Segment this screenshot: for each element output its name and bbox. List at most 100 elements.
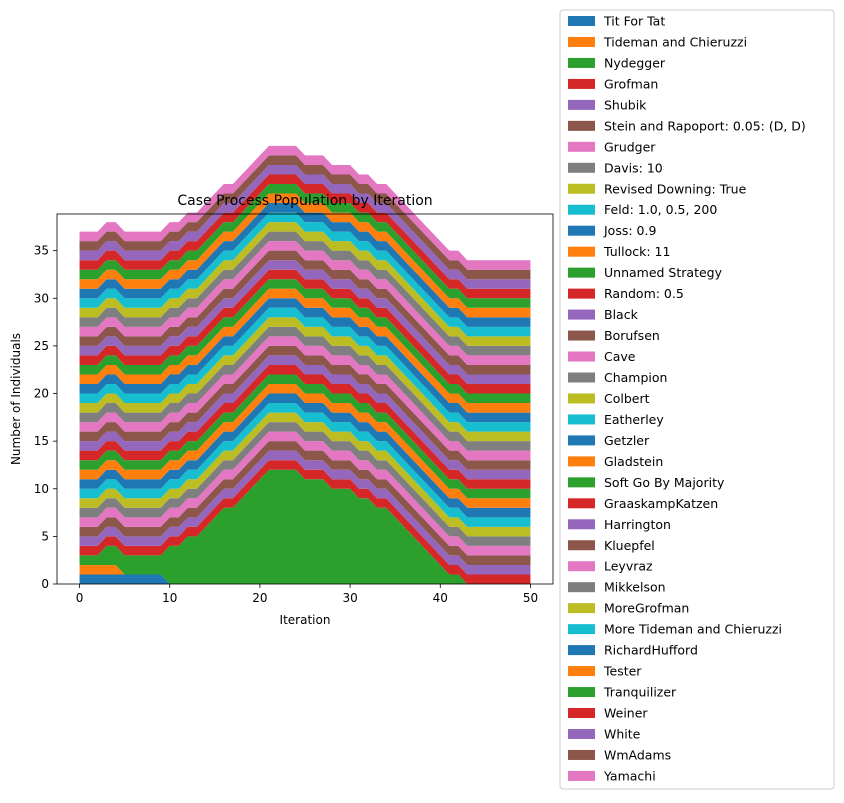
x-axis: 0 10 20 30 40 50: [76, 584, 538, 605]
area-tit-for-tat: [79, 574, 531, 584]
legend-label: Tester: [603, 664, 642, 679]
legend-swatch: [568, 456, 595, 467]
legend-label: White: [604, 726, 641, 741]
legend-label: Gladstein: [604, 454, 663, 469]
legend-label: Revised Downing: True: [604, 181, 747, 196]
legend: Tit For Tat Tideman and Chieruzzi Nydegger…: [559, 9, 835, 790]
legend-label: MoreGrofman: [604, 601, 689, 616]
legend-swatch: [568, 519, 595, 530]
legend-label: Eatherley: [604, 412, 664, 427]
chart-title: Case Process Population by Iteration: [177, 193, 432, 209]
y-axis: 0 5 10 15 20 25 30 35: [34, 244, 57, 591]
legend-label: Soft Go By Majority: [604, 475, 725, 490]
legend-swatch: [568, 561, 595, 572]
legend-label: Tranquilizer: [603, 685, 677, 700]
legend-swatch: [568, 687, 595, 698]
legend-label: Cave: [604, 349, 636, 364]
y-tick-label: 20: [34, 387, 49, 401]
legend-label: Harrington: [604, 517, 671, 532]
legend-swatch: [568, 141, 595, 152]
legend-label: Random: 0.5: [604, 286, 684, 301]
x-tick-label: 30: [342, 591, 357, 605]
legend-label: Borufsen: [604, 328, 660, 343]
legend-swatch: [568, 351, 595, 362]
legend-label: Feld: 1.0, 0.5, 200: [604, 202, 717, 217]
y-tick-label: 30: [34, 291, 49, 305]
legend-swatch: [568, 540, 595, 551]
legend-swatch: [568, 57, 595, 68]
y-tick-label: 5: [41, 529, 49, 543]
legend-label: Joss: 0.9: [603, 223, 656, 238]
legend-swatch: [568, 728, 595, 739]
legend-swatch: [568, 708, 595, 719]
legend-swatch: [568, 624, 595, 635]
legend-label: Davis: 10: [604, 160, 663, 175]
legend-label: Tideman and Chieruzzi: [603, 34, 747, 49]
legend-swatch: [568, 330, 595, 341]
legend-label: Champion: [604, 370, 667, 385]
legend-label: RichardHufford: [604, 643, 698, 658]
legend-swatch: [568, 99, 595, 110]
legend-swatch: [568, 393, 595, 404]
plot-frame: [56, 213, 554, 585]
area-nydegger: [79, 469, 531, 584]
legend-label: Tit For Tat: [603, 14, 665, 29]
legend-swatch: [568, 267, 595, 278]
legend-swatch: [568, 288, 595, 299]
legend-swatch: [568, 16, 595, 26]
legend-frame: [559, 9, 835, 790]
legend-label: WmAdams: [604, 747, 671, 762]
legend-swatch: [568, 36, 595, 47]
x-tick-label: 40: [433, 591, 448, 605]
x-tick-label: 20: [252, 591, 267, 605]
legend-label: Colbert: [604, 391, 650, 406]
legend-label: Nydegger: [604, 55, 666, 70]
legend-label: Shubik: [604, 97, 647, 112]
legend-swatch: [568, 770, 595, 781]
legend-swatch: [568, 645, 595, 656]
x-tick-label: 0: [76, 591, 84, 605]
legend-swatch: [568, 582, 595, 593]
x-tick-label: 10: [162, 591, 177, 605]
y-tick-label: 0: [41, 577, 49, 591]
legend-swatch: [568, 603, 595, 614]
y-tick-label: 10: [34, 482, 49, 496]
legend-swatch: [568, 183, 595, 194]
legend-swatch: [568, 414, 595, 425]
legend-label: Weiner: [604, 706, 648, 721]
legend-label: Kluepfel: [604, 538, 655, 553]
legend-swatch: [568, 477, 595, 488]
legend-label: Tullock: 11: [603, 244, 670, 259]
legend-swatch: [568, 78, 595, 89]
legend-swatch: [568, 120, 595, 131]
legend-label: Mikkelson: [604, 580, 666, 595]
legend-label: GraaskampKatzen: [604, 496, 718, 511]
legend-swatch: [568, 749, 595, 760]
legend-swatch: [568, 498, 595, 509]
y-tick-label: 15: [34, 434, 49, 448]
legend-label: Stein and Rapoport: 0.05: (D, D): [604, 118, 806, 133]
legend-label: Black: [604, 307, 639, 322]
legend-label: Yamachi: [603, 768, 656, 783]
x-axis-label: Iteration: [280, 613, 331, 627]
legend-label: More Tideman and Chieruzzi: [604, 622, 782, 637]
legend-swatch: [568, 435, 595, 446]
legend-swatch: [568, 225, 595, 236]
legend-label: Unnamed Strategy: [604, 265, 723, 280]
legend-label: Grudger: [604, 139, 656, 154]
legend-label: Grofman: [604, 76, 658, 91]
legend-swatch: [568, 204, 595, 215]
y-axis-label: Number of Individuals: [9, 333, 23, 465]
legend-swatch: [568, 246, 595, 257]
legend-swatch: [568, 372, 595, 383]
legend-label: Getzler: [604, 433, 650, 448]
legend-swatch: [568, 309, 595, 320]
legend-label: Leyvraz: [604, 559, 653, 574]
y-tick-label: 35: [34, 244, 49, 258]
area-layers: [79, 145, 531, 584]
y-tick-label: 25: [34, 339, 49, 353]
x-tick-label: 50: [523, 591, 538, 605]
legend-swatch: [568, 666, 595, 677]
legend-swatch: [568, 162, 595, 173]
